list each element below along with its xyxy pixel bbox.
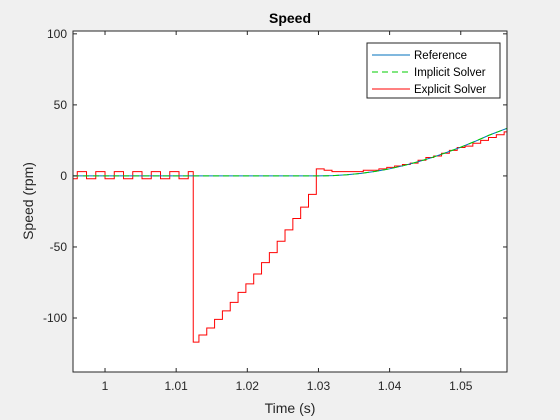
x-tick-label: 1.02 bbox=[236, 379, 260, 393]
x-tick-label: 1.03 bbox=[307, 379, 331, 393]
y-tick-label: 100 bbox=[47, 27, 67, 41]
legend: Reference Implicit Solver Explicit Solve… bbox=[366, 42, 501, 99]
x-tick-label: 1.01 bbox=[164, 379, 188, 393]
y-axis-label: Speed (rpm) bbox=[20, 162, 36, 240]
x-tick-label: 1 bbox=[102, 379, 109, 393]
axis-ticks: 1 1.01 1.02 1.03 1.04 1.05 100 50 0 -50 -100 bbox=[43, 27, 507, 393]
axes-box bbox=[72, 30, 508, 373]
series-line-explicit-solver bbox=[73, 131, 507, 343]
y-tick-label: 0 bbox=[60, 169, 67, 183]
x-axis-label: Time (s) bbox=[265, 400, 316, 416]
plot-area bbox=[73, 127, 507, 343]
chart-title: Speed bbox=[269, 10, 311, 26]
y-tick-label: -50 bbox=[50, 240, 68, 254]
legend-label-implicit-solver: Implicit Solver bbox=[414, 67, 486, 79]
y-tick-label: 50 bbox=[54, 98, 68, 112]
x-tick-label: 1.04 bbox=[378, 379, 402, 393]
series-line-implicit-solver bbox=[73, 127, 507, 177]
x-tick-label: 1.05 bbox=[449, 379, 473, 393]
y-tick-label: -100 bbox=[43, 311, 67, 325]
legend-label-reference: Reference bbox=[414, 50, 467, 62]
legend-label-explicit-solver: Explicit Solver bbox=[414, 84, 486, 96]
